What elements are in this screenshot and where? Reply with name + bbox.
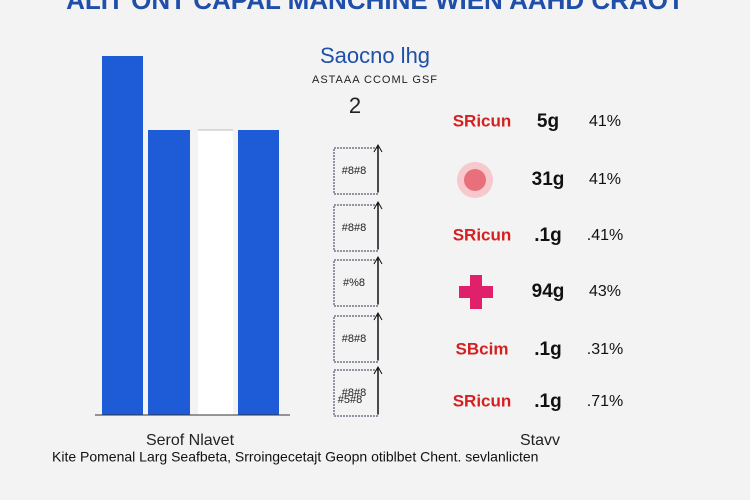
arrow-head [373,143,383,153]
row-label: SRicun [453,225,512,244]
row-value: 5g [537,111,559,132]
row-value: .1g [534,339,561,360]
center-subtitle: ASTAAA CCOML GSF [312,74,438,86]
row-label: SBcim [456,339,509,358]
box-label: #8#8 [342,222,366,234]
bars [95,56,290,416]
bar-outline [198,130,233,415]
arrow-head [373,255,383,265]
row-percent: 41% [589,171,621,188]
row-value: 94g [532,281,565,302]
box-label: #8#8 [342,387,366,399]
row-value: 31g [532,169,565,190]
row-percent: .41% [587,227,623,244]
bar [238,130,279,415]
right-label: Stavv [520,432,560,449]
title: ALIT ONT CAPAL MANCHINE WIEN AAHD CRAOT [66,0,684,15]
footer-text: Kite Pomenal Larg Seafbeta, Srroingeceta… [52,449,538,465]
row-list: SRicun 5g 41% 31g 41% SRicun .1g .41% 94g 43% SBci… [453,111,624,412]
row-percent: 43% [589,283,621,300]
center-title: Saocno lhg [320,43,430,68]
bar [102,56,143,415]
arrow-head [373,200,383,210]
row-value: .1g [534,391,561,412]
row-percent: 41% [589,113,621,130]
arrow-head [373,311,383,321]
row-percent: .31% [587,341,623,358]
icon-cross [470,275,482,309]
bar [148,130,190,415]
box-label: #8#8 [342,165,366,177]
row-label: SRicun [453,391,512,410]
box-label: #8#8 [342,333,366,345]
arrow-head [373,365,383,375]
icon-circle-inner [464,169,486,191]
box-label: #%8 [343,277,365,289]
center-number: 2 [349,93,361,118]
box-label: #5#8 [338,394,362,406]
row-percent: .71% [587,393,623,410]
box-list: #8#8#8#8#%8#8#8#8#8#5#8 [333,143,383,417]
row-value: .1g [534,225,561,246]
left-label: Serof Nlavet [146,432,235,449]
row-label: SRicun [453,111,512,130]
